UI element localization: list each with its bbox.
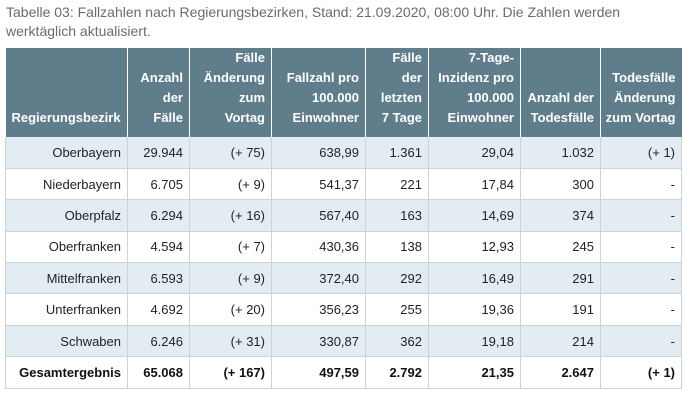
total-cell-faelle-aenderung: (+ 167) xyxy=(189,356,272,389)
cell-region: Mittelfranken xyxy=(5,262,128,295)
cell-inzidenz: 14,69 xyxy=(428,199,521,232)
total-cell-inzidenz: 21,35 xyxy=(428,356,521,389)
cell-region: Niederbayern xyxy=(5,168,128,201)
cell-fallzahl: 356,23 xyxy=(271,293,366,326)
cell-anzahl-faelle: 6.705 xyxy=(127,168,190,201)
cell-region: Oberpfalz xyxy=(5,199,128,232)
cell-todesfaelle-aenderung: (+ 1) xyxy=(600,137,682,169)
cell-todesfaelle: 374 xyxy=(520,199,601,232)
header-fallzahl-pro-100000: Fallzahl pro 100.000 Einwohner xyxy=(271,48,366,137)
header-anzahl-faelle: Anzahl der Fälle xyxy=(127,48,190,137)
cell-inzidenz: 19,36 xyxy=(428,293,521,326)
cell-region: Oberbayern xyxy=(5,137,128,169)
case-numbers-table: Regierungsbezirk Anzahl der Fälle Fälle … xyxy=(5,48,682,389)
header-anzahl-todesfaelle: Anzahl der Todesfälle xyxy=(520,48,601,137)
header-regierungsbezirk: Regierungsbezirk xyxy=(5,48,128,137)
cell-anzahl-faelle: 4.594 xyxy=(127,231,190,264)
total-cell-region: Gesamtergebnis xyxy=(5,356,128,389)
cell-todesfaelle: 1.032 xyxy=(520,137,601,169)
cell-inzidenz: 29,04 xyxy=(428,137,521,169)
cell-faelle-7-tage: 221 xyxy=(365,168,429,201)
cell-inzidenz: 16,49 xyxy=(428,262,521,295)
total-cell-faelle-7-tage: 2.792 xyxy=(365,356,429,389)
table-row: Unterfranken 4.692 (+ 20) 356,23 255 19,36 191… xyxy=(5,293,682,326)
cell-faelle-7-tage: 163 xyxy=(365,199,429,232)
cell-anzahl-faelle: 29.944 xyxy=(127,137,190,169)
cell-faelle-aenderung: (+ 9) xyxy=(189,168,272,201)
table-row: Mittelfranken 6.593 (+ 9) 372,40 292 16,49 291… xyxy=(5,262,682,295)
cell-todesfaelle-aenderung: - xyxy=(600,293,682,326)
cell-faelle-aenderung: (+ 16) xyxy=(189,199,272,232)
cell-fallzahl: 567,40 xyxy=(271,199,366,232)
total-cell-fallzahl: 497,59 xyxy=(271,356,366,389)
cell-anzahl-faelle: 6.294 xyxy=(127,199,190,232)
cell-inzidenz: 12,93 xyxy=(428,231,521,264)
cell-todesfaelle-aenderung: - xyxy=(600,199,682,232)
cell-anzahl-faelle: 4.692 xyxy=(127,293,190,326)
header-todesfaelle-aenderung: Todesfälle Änderung zum Vortag xyxy=(600,48,682,137)
cell-faelle-aenderung: (+ 7) xyxy=(189,231,272,264)
cell-faelle-7-tage: 1.361 xyxy=(365,137,429,169)
table-row: Niederbayern 6.705 (+ 9) 541,37 221 17,84 300- xyxy=(5,168,682,201)
cell-anzahl-faelle: 6.593 xyxy=(127,262,190,295)
cell-fallzahl: 541,37 xyxy=(271,168,366,201)
cell-faelle-7-tage: 362 xyxy=(365,325,429,358)
cell-region: Oberfranken xyxy=(5,231,128,264)
table-caption: Tabelle 03: Fallzahlen nach Regierungsbe… xyxy=(6,4,621,39)
cell-faelle-aenderung: (+ 9) xyxy=(189,262,272,295)
header-faelle-aenderung: Fälle Änderung zum Vortag xyxy=(189,48,272,137)
total-cell-anzahl-faelle: 65.068 xyxy=(127,356,190,389)
cell-fallzahl: 372,40 xyxy=(271,262,366,295)
cell-anzahl-faelle: 6.246 xyxy=(127,325,190,358)
cell-todesfaelle-aenderung: - xyxy=(600,168,682,201)
cell-fallzahl: 330,87 xyxy=(271,325,366,358)
header-faelle-7-tage: Fälle der letzten 7 Tage xyxy=(365,48,429,137)
cell-region: Schwaben xyxy=(5,325,128,358)
cell-faelle-7-tage: 138 xyxy=(365,231,429,264)
cell-todesfaelle: 300 xyxy=(520,168,601,201)
table-row: Oberpfalz 6.294 (+ 16) 567,40 163 14,69 374- xyxy=(5,199,682,232)
cell-todesfaelle-aenderung: - xyxy=(600,325,682,358)
header-7-tage-inzidenz: 7-Tage- Inzidenz pro 100.000 Einwohner xyxy=(428,48,521,137)
cell-todesfaelle: 214 xyxy=(520,325,601,358)
table-row: Oberfranken 4.594 (+ 7) 430,36 138 12,93 245- xyxy=(5,231,682,264)
table-body: Oberbayern 29.944 (+ 75) 638,99 1.361 29,04 1.… xyxy=(5,137,682,389)
cell-fallzahl: 638,99 xyxy=(271,137,366,169)
cell-todesfaelle: 191 xyxy=(520,293,601,326)
cell-inzidenz: 19,18 xyxy=(428,325,521,358)
cell-faelle-aenderung: (+ 31) xyxy=(189,325,272,358)
cell-faelle-aenderung: (+ 20) xyxy=(189,293,272,326)
cell-fallzahl: 430,36 xyxy=(271,231,366,264)
cell-todesfaelle: 291 xyxy=(520,262,601,295)
cell-faelle-7-tage: 292 xyxy=(365,262,429,295)
table-row: Schwaben 6.246 (+ 31) 330,87 362 19,18 214- xyxy=(5,325,682,358)
cell-inzidenz: 17,84 xyxy=(428,168,521,201)
cell-region: Unterfranken xyxy=(5,293,128,326)
total-row: Gesamtergebnis 65.068 (+ 167) 497,59 2.792 21… xyxy=(5,356,682,389)
cell-todesfaelle-aenderung: - xyxy=(600,262,682,295)
cell-todesfaelle-aenderung: - xyxy=(600,231,682,264)
cell-faelle-7-tage: 255 xyxy=(365,293,429,326)
table-header-row: Regierungsbezirk Anzahl der Fälle Fälle … xyxy=(5,48,682,137)
cell-faelle-aenderung: (+ 75) xyxy=(189,137,272,169)
total-cell-todesfaelle-aenderung: (+ 1) xyxy=(600,356,682,389)
cell-todesfaelle: 245 xyxy=(520,231,601,264)
table-row: Oberbayern 29.944 (+ 75) 638,99 1.361 29,04 1.… xyxy=(5,137,682,169)
total-cell-todesfaelle: 2.647 xyxy=(520,356,601,389)
